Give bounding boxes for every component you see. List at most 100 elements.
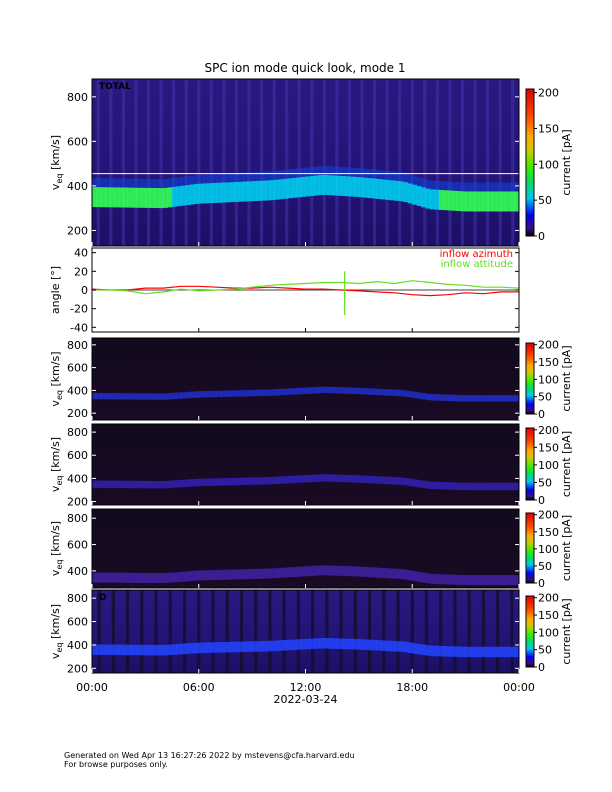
core-band-segment (305, 474, 311, 483)
core-band-segment (136, 480, 142, 489)
core-band-segment (100, 572, 106, 583)
y-tick-label: -20 (70, 303, 88, 316)
core-band-segment (216, 182, 222, 203)
core-band-segment (510, 646, 516, 658)
core-band-segment (461, 395, 467, 402)
colorbar-tick-label: 150 (538, 356, 559, 369)
core-band-halo (163, 178, 169, 188)
core-band-halo (447, 181, 453, 191)
core-band-segment (225, 182, 231, 203)
core-band-segment (421, 644, 427, 656)
core-band-segment (403, 390, 409, 397)
core-band-segment (349, 176, 355, 197)
core-band-segment (225, 390, 231, 397)
core-band-segment (327, 565, 333, 576)
core-band-segment (492, 575, 498, 586)
core-band-segment (394, 568, 400, 579)
core-band-segment (505, 646, 511, 658)
spectrogram-stripe (282, 590, 286, 673)
core-band-segment (412, 479, 418, 487)
core-band-halo (301, 167, 306, 177)
core-band-segment (487, 575, 493, 586)
spectrogram-stripe (424, 590, 429, 673)
x-tick-label: 00:00 (503, 681, 535, 694)
core-band-halo (465, 182, 471, 192)
core-band-segment (412, 184, 418, 205)
core-band-segment (376, 567, 382, 578)
core-band-halo (430, 180, 435, 190)
core-band-segment (483, 395, 489, 402)
core-band-segment (283, 388, 289, 396)
core-band-segment (292, 177, 298, 198)
core-band-segment (385, 568, 391, 579)
core-band-segment (341, 387, 347, 394)
core-band-segment (229, 390, 235, 397)
core-band-segment (327, 638, 333, 649)
core-band-segment (256, 641, 262, 652)
core-band-segment (96, 480, 102, 488)
core-band-halo (198, 174, 204, 184)
core-band-segment (158, 188, 164, 209)
core-band-segment (470, 395, 476, 402)
core-band-segment (314, 474, 320, 482)
core-band-segment (149, 573, 155, 584)
core-band-halo (136, 178, 142, 188)
core-band-segment (341, 638, 347, 650)
core-band-halo (220, 173, 226, 183)
core-band-segment (198, 570, 204, 581)
core-band-segment (176, 480, 182, 488)
spectrogram-stripe (486, 79, 490, 246)
core-band-halo (403, 173, 409, 183)
core-band-segment (145, 393, 151, 400)
core-band-segment (296, 639, 302, 650)
core-band-segment (483, 575, 489, 586)
spectrogram-stripe (222, 79, 226, 246)
core-band-segment (465, 395, 471, 402)
core-band-segment (318, 386, 324, 394)
core-band-segment (292, 388, 298, 395)
core-band-segment (336, 565, 342, 576)
core-band-halo (283, 169, 289, 179)
core-band-segment (283, 178, 289, 199)
core-band-segment (376, 388, 382, 396)
core-band-segment (145, 572, 151, 583)
core-band-segment (407, 478, 413, 486)
core-band-segment (238, 641, 244, 653)
core-band-halo (274, 170, 280, 180)
spectrogram-stripe (111, 590, 115, 673)
spectrogram-stripe (225, 590, 229, 673)
core-band-segment (358, 639, 364, 650)
core-band-segment (514, 646, 520, 658)
spectrogram-stripe (211, 590, 215, 673)
core-band-segment (127, 187, 133, 208)
core-band-segment (394, 389, 400, 397)
core-band-segment (363, 177, 369, 198)
core-band-halo (314, 166, 320, 176)
core-band-segment (114, 393, 120, 400)
core-band-segment (212, 478, 218, 486)
core-band-segment (336, 175, 342, 196)
spectrogram-stripe (121, 79, 125, 246)
core-band-segment (398, 389, 404, 397)
core-band-segment (309, 175, 315, 196)
core-band-segment (434, 481, 440, 490)
core-band-segment (430, 394, 435, 401)
core-band-segment (305, 638, 311, 650)
y-tick-label: 600 (67, 616, 88, 629)
y-axis-label: angle [°] (49, 266, 62, 314)
core-band-halo (487, 182, 493, 192)
colorbar-tick-label: 50 (538, 476, 552, 489)
core-band-segment (109, 393, 115, 400)
spectrogram-background (92, 590, 519, 673)
core-band-segment (478, 191, 484, 212)
core-band-segment (447, 646, 453, 657)
core-band-segment (514, 395, 520, 402)
core-band-halo (212, 174, 218, 183)
core-band-segment (185, 391, 191, 399)
core-band-segment (461, 482, 467, 491)
core-band-segment (114, 644, 120, 656)
core-band-halo (434, 180, 440, 190)
core-band-segment (323, 174, 329, 195)
